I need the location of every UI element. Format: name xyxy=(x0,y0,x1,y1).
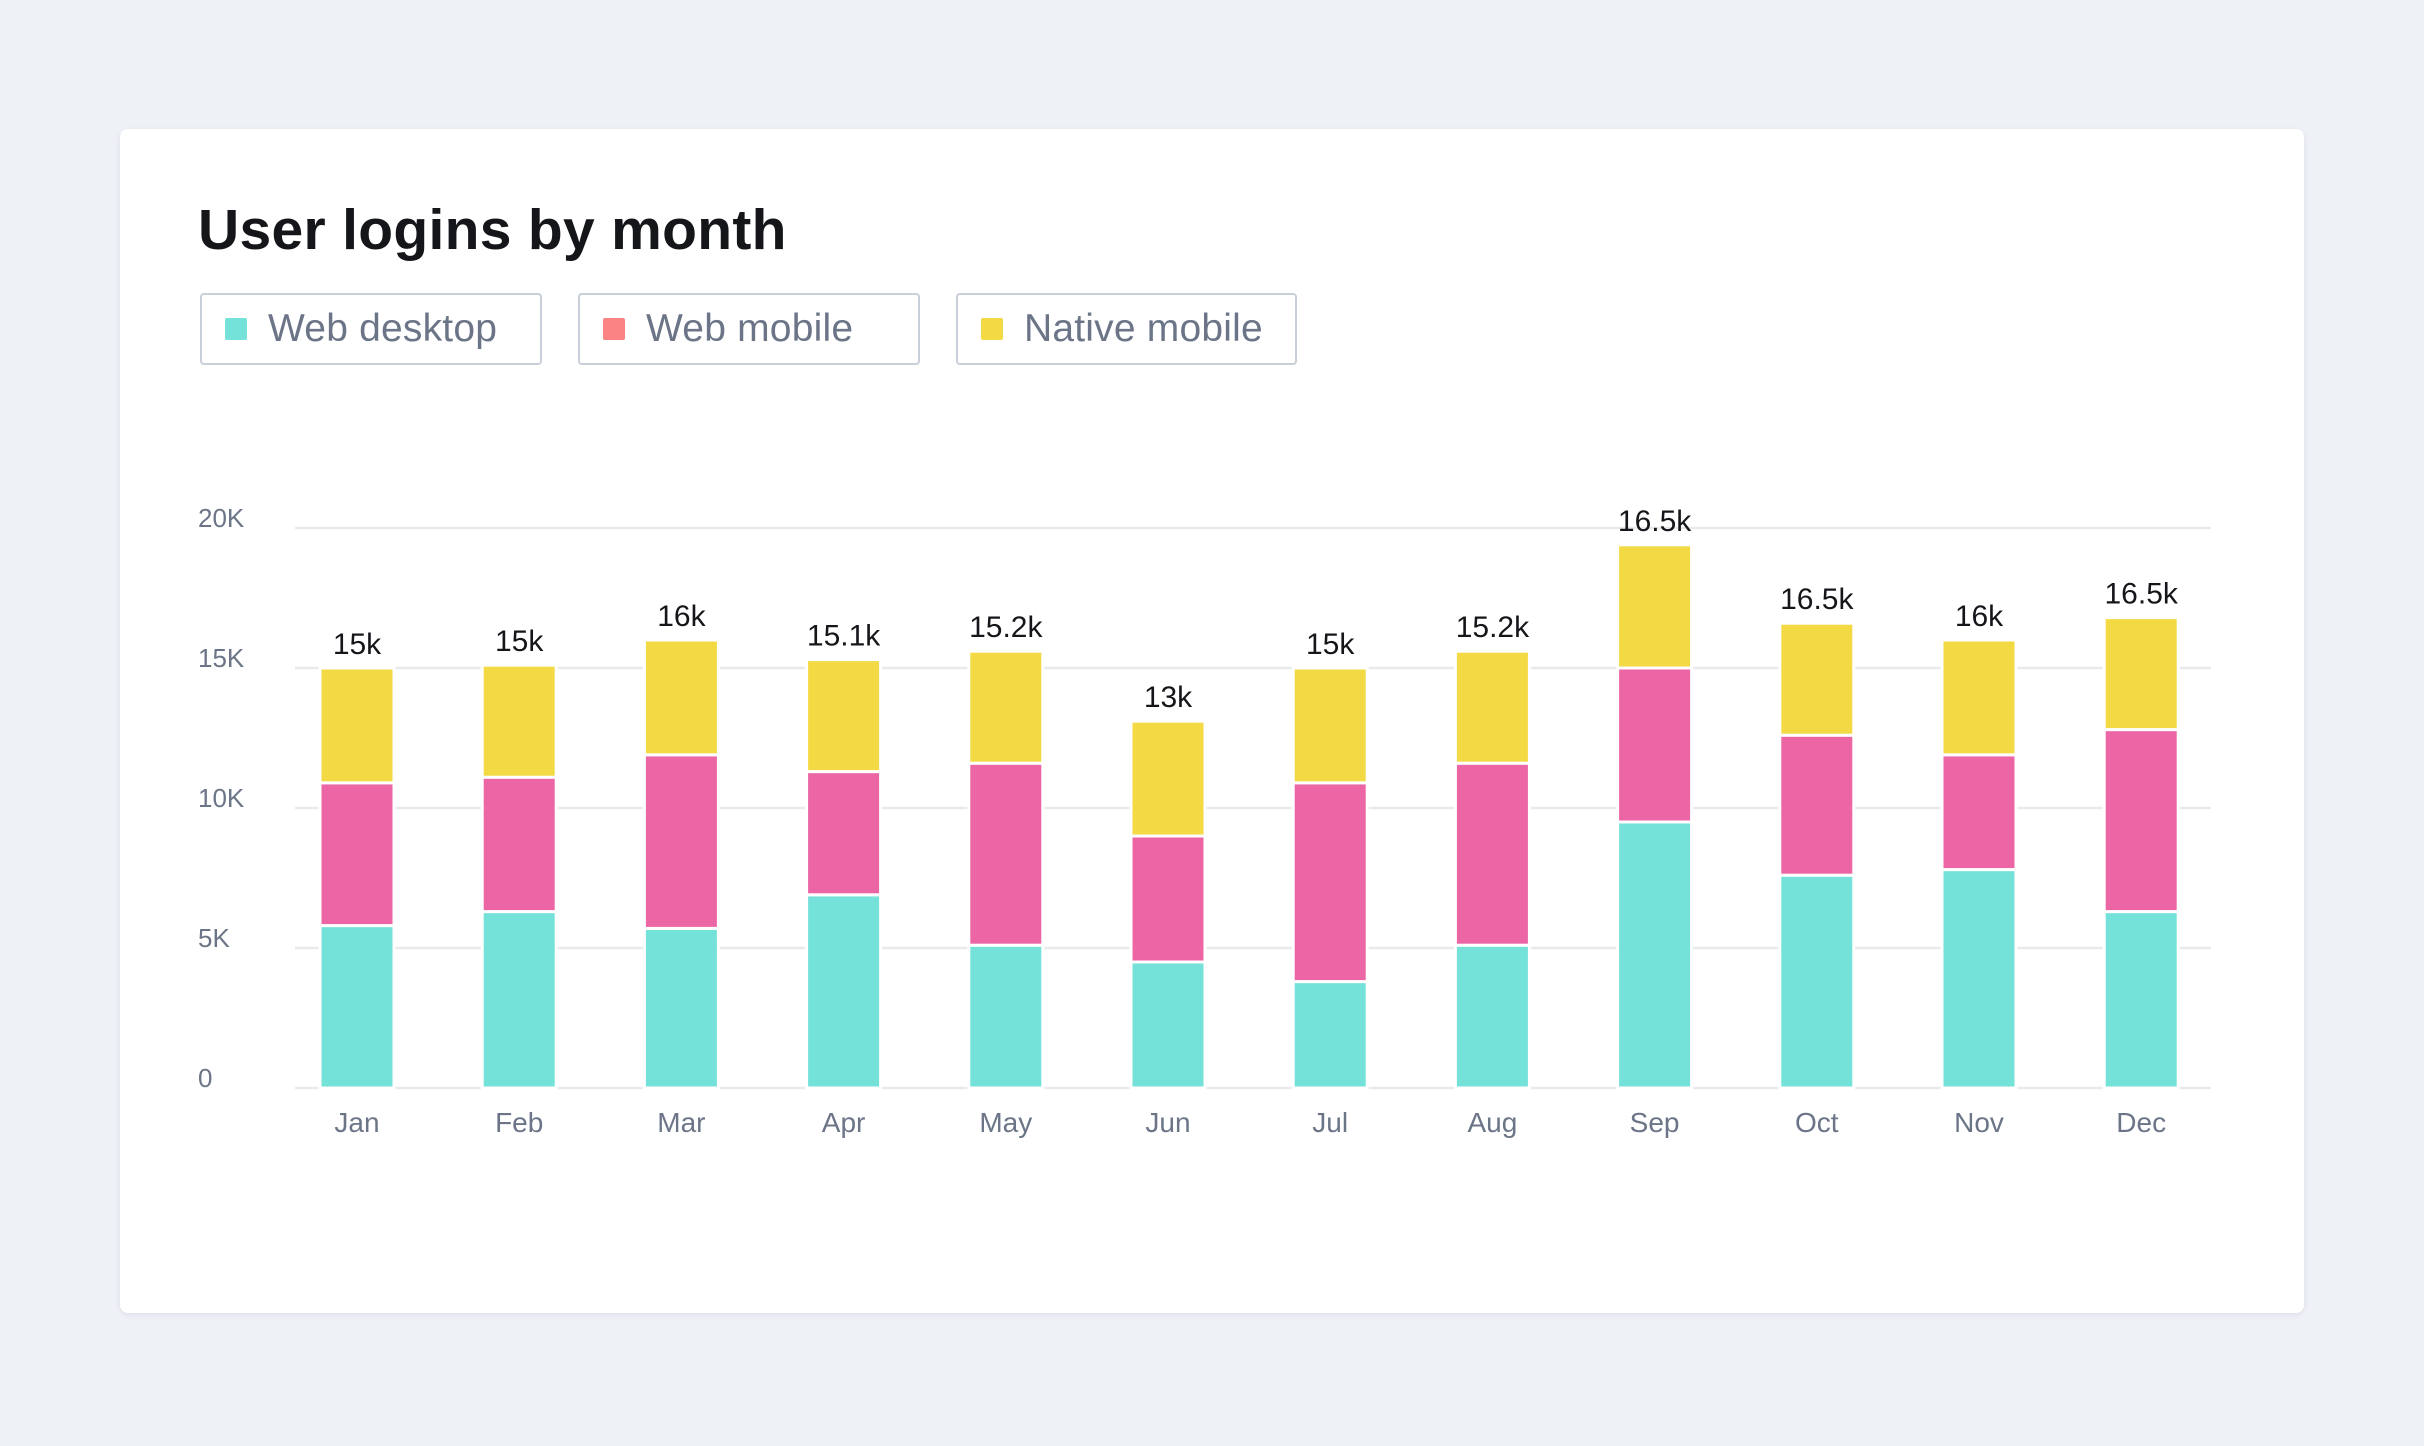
bar-segment-native-mobile xyxy=(1291,666,1369,785)
bar-total-label: 13k xyxy=(1144,681,1193,714)
bar-segment-web-desktop xyxy=(1616,820,1694,1090)
legend-label-web-desktop: Web desktop xyxy=(268,307,498,350)
y-tick-label: 20K xyxy=(198,503,245,533)
bar-segment-web-desktop xyxy=(642,926,720,1090)
bar-total-label: 16k xyxy=(657,600,706,633)
bar-segment-web-mobile xyxy=(642,753,720,930)
x-tick-label: Mar xyxy=(657,1107,705,1138)
bar-segment-web-mobile xyxy=(1778,733,1856,877)
bar-segment-web-desktop xyxy=(805,893,883,1090)
bar-segment-native-mobile xyxy=(1129,719,1207,838)
bar-total-label: 15k xyxy=(495,625,544,658)
bar-segment-web-desktop xyxy=(1453,943,1531,1090)
bar-segment-web-desktop xyxy=(1129,960,1207,1090)
bar-total-label: 15k xyxy=(333,628,382,661)
bar-segment-web-mobile xyxy=(1940,753,2018,872)
x-tick-label: Oct xyxy=(1795,1107,1839,1138)
native-mobile-swatch-icon xyxy=(981,318,1003,340)
bar-segment-web-mobile xyxy=(480,775,558,914)
x-tick-label: Dec xyxy=(2116,1107,2166,1138)
legend-label-web-mobile: Web mobile xyxy=(646,307,854,350)
x-tick-label: Jun xyxy=(1145,1107,1190,1138)
bar-segment-native-mobile xyxy=(318,666,396,785)
bar-segment-native-mobile xyxy=(1940,638,2018,757)
chart-legend: Web desktop Web mobile Native mobile xyxy=(200,293,1297,365)
x-tick-label: Sep xyxy=(1630,1107,1680,1138)
bar-segment-native-mobile xyxy=(805,658,883,774)
stacked-bar-chart: 0 5K 10K 15K 20K 15k Jan 15k Feb 16k Mar 15.1k Apr 15… xyxy=(198,503,2211,1138)
bar-total-label: 15.2k xyxy=(1456,611,1530,644)
bar-segment-native-mobile xyxy=(967,649,1045,765)
bar-segment-web-mobile xyxy=(1616,666,1694,824)
x-tick-label: Nov xyxy=(1954,1107,2004,1138)
bar-segment-web-desktop xyxy=(318,924,396,1090)
bar-segment-native-mobile xyxy=(642,638,720,757)
bar-segment-web-desktop xyxy=(1778,873,1856,1090)
web-mobile-swatch-icon xyxy=(603,318,625,340)
bar-total-label: 16k xyxy=(1955,600,2004,633)
legend-item-native-mobile[interactable]: Native mobile xyxy=(956,293,1297,365)
bar-segment-web-desktop xyxy=(1940,868,2018,1090)
bar-segment-web-mobile xyxy=(805,770,883,897)
web-desktop-swatch-icon xyxy=(225,318,247,340)
y-tick-label: 5K xyxy=(198,923,230,953)
bar-segment-web-desktop xyxy=(1291,980,1369,1090)
x-tick-label: Jul xyxy=(1312,1107,1348,1138)
bar-segment-native-mobile xyxy=(1453,649,1531,765)
bar-segment-web-mobile xyxy=(1453,761,1531,947)
bar-total-label: 16.5k xyxy=(1618,505,1692,538)
bar-total-label: 15.1k xyxy=(807,620,881,653)
legend-item-web-mobile[interactable]: Web mobile xyxy=(578,293,920,365)
bar-segment-web-mobile xyxy=(1129,834,1207,964)
x-tick-label: Apr xyxy=(822,1107,866,1138)
bar-segment-web-mobile xyxy=(2102,728,2180,914)
legend-item-web-desktop[interactable]: Web desktop xyxy=(200,293,542,365)
bar-total-label: 15.2k xyxy=(969,611,1043,644)
bar-segment-native-mobile xyxy=(2102,616,2180,732)
chart-title: User logins by month xyxy=(198,198,787,262)
bar-segment-native-mobile xyxy=(1616,543,1694,670)
x-tick-label: Feb xyxy=(495,1107,543,1138)
y-tick-label: 0 xyxy=(198,1063,212,1093)
x-tick-label: May xyxy=(979,1107,1032,1138)
chart-card: User logins by month Web desktop Web mob… xyxy=(120,129,2304,1313)
bar-total-label: 15k xyxy=(1306,628,1355,661)
bar-total-label: 16.5k xyxy=(1780,583,1854,616)
bar-segment-native-mobile xyxy=(480,663,558,779)
bar-segment-web-mobile xyxy=(967,761,1045,947)
bar-segment-web-desktop xyxy=(967,943,1045,1090)
bar-total-label: 16.5k xyxy=(2105,578,2179,611)
x-tick-label: Aug xyxy=(1467,1107,1517,1138)
bar-segment-web-desktop xyxy=(480,910,558,1090)
bar-segment-web-desktop xyxy=(2102,910,2180,1090)
bar-segment-web-mobile xyxy=(1291,781,1369,984)
bar-segment-web-mobile xyxy=(318,781,396,928)
x-tick-label: Jan xyxy=(334,1107,379,1138)
legend-label-native-mobile: Native mobile xyxy=(1024,307,1263,350)
y-tick-label: 10K xyxy=(198,783,245,813)
y-tick-label: 15K xyxy=(198,643,245,673)
bar-segment-native-mobile xyxy=(1778,621,1856,737)
